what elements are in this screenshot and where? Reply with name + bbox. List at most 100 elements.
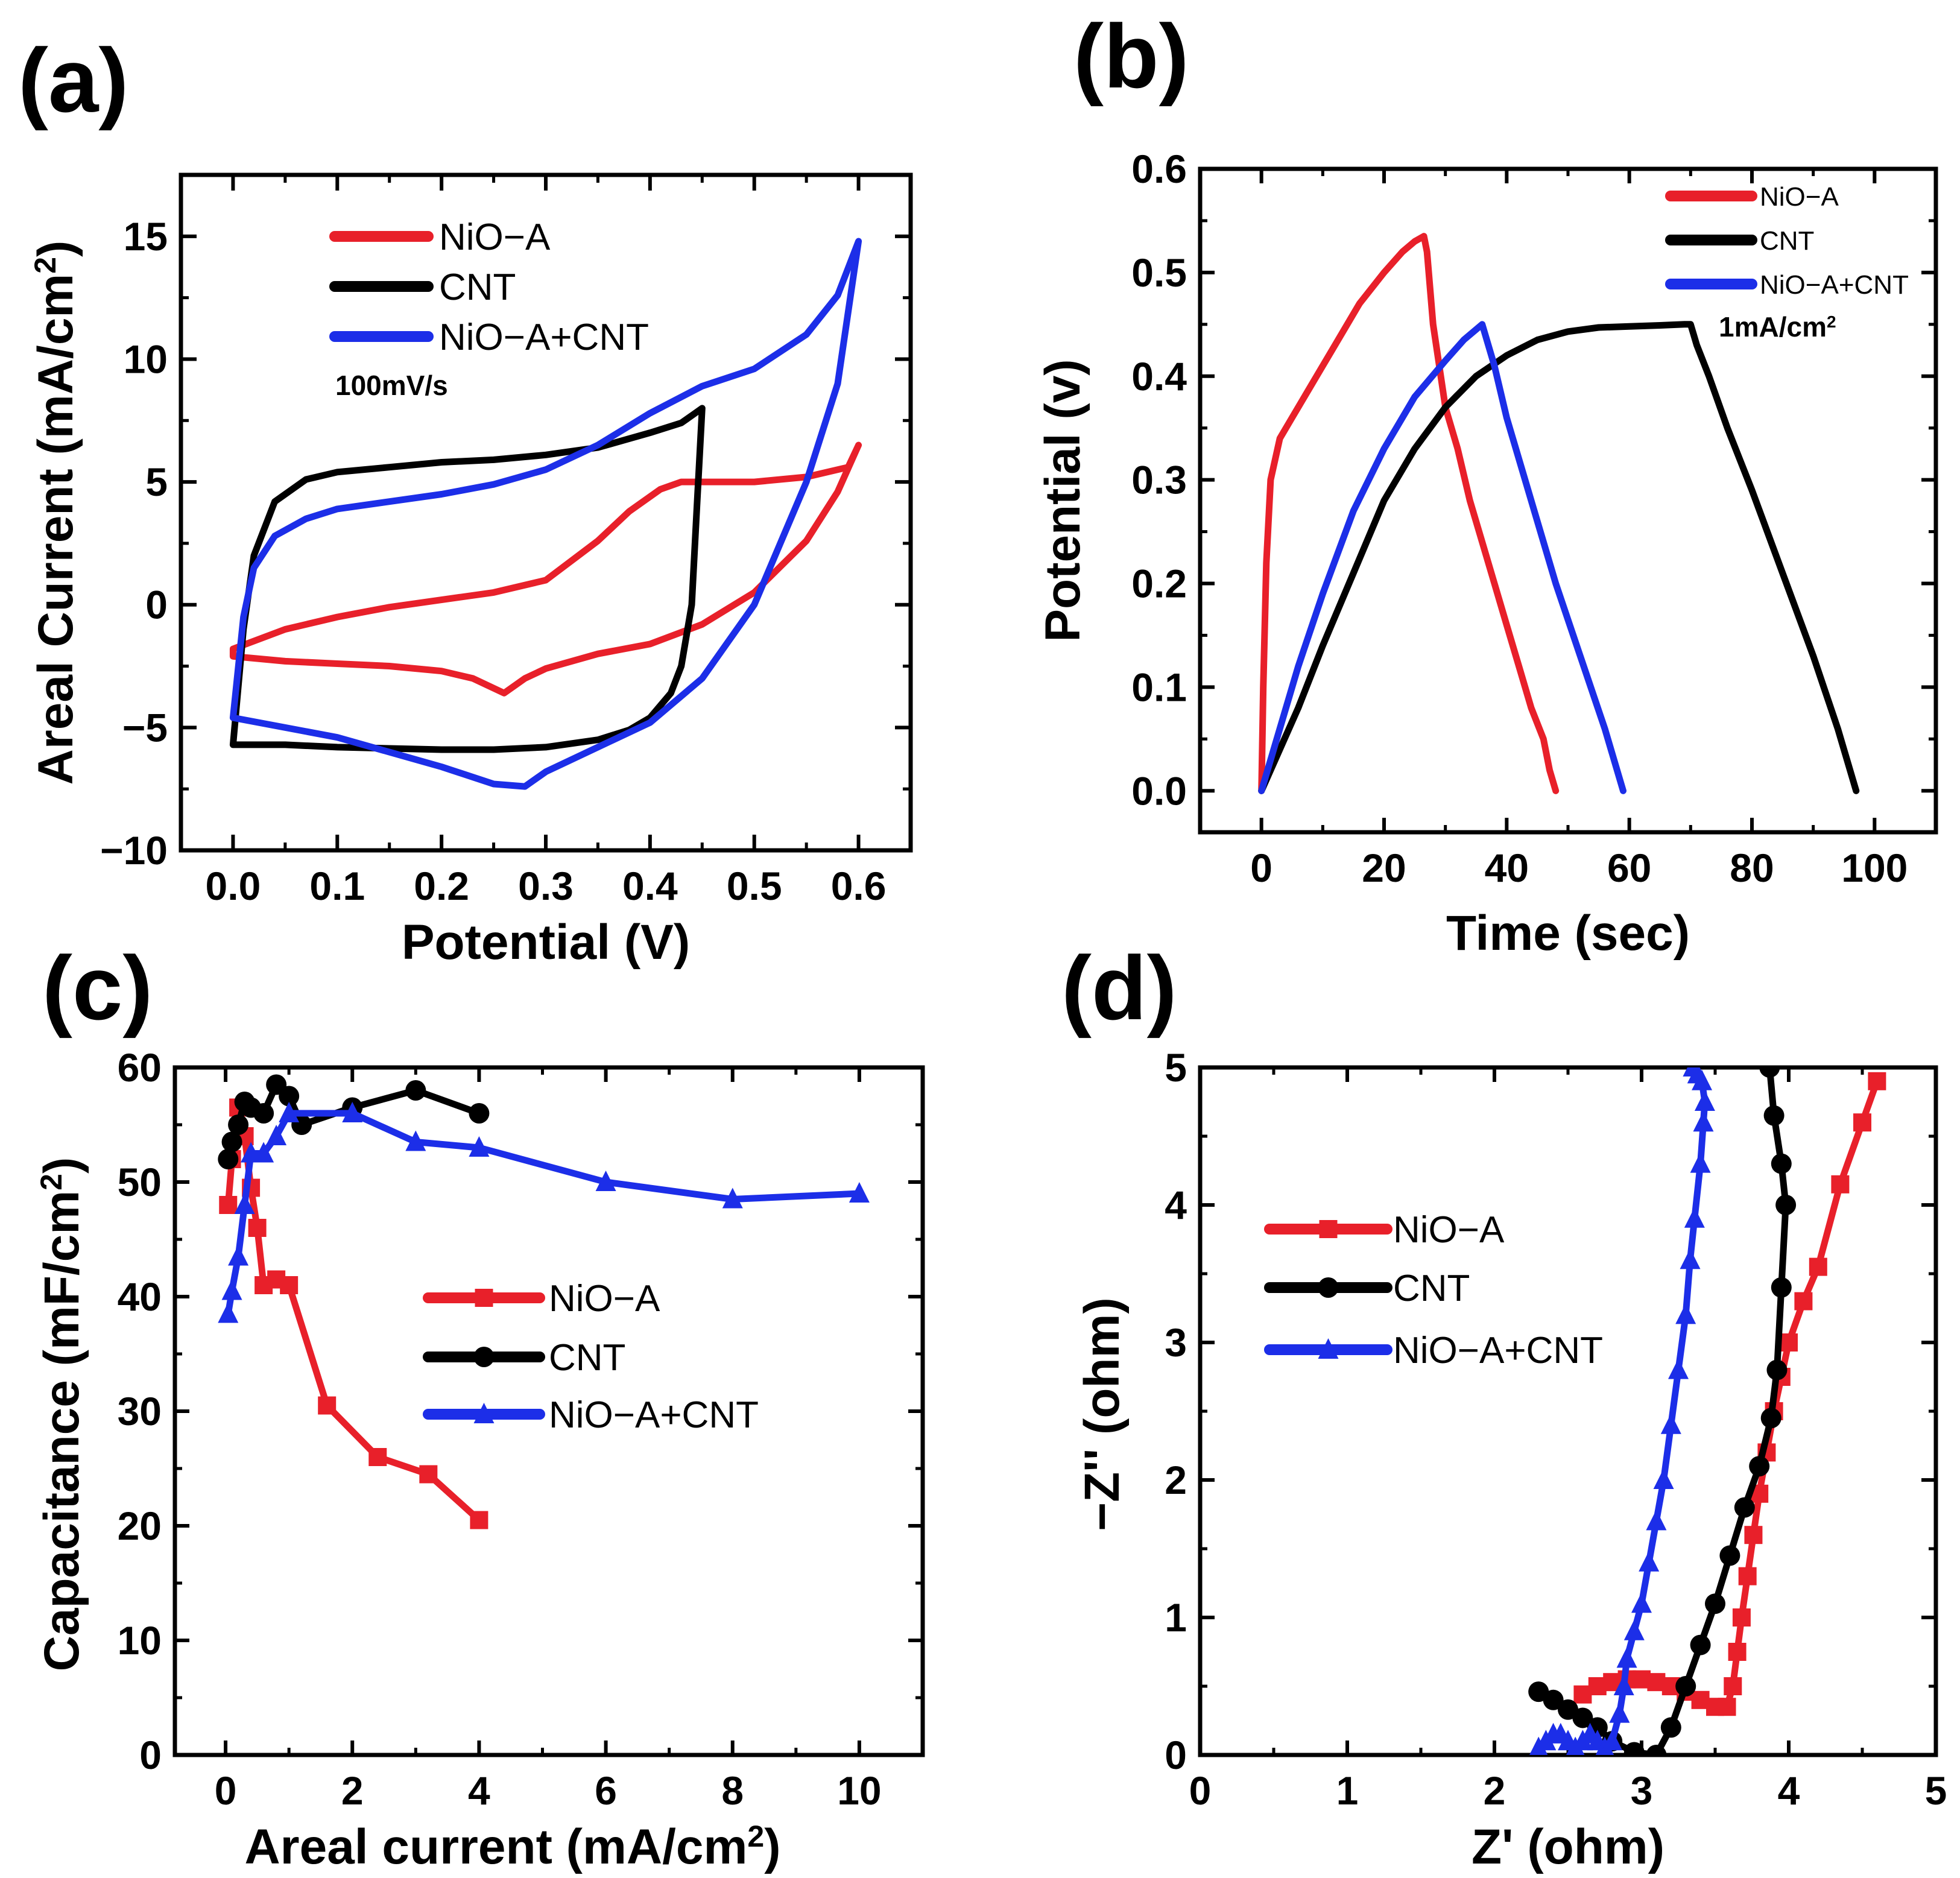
panel-b-label: (b) <box>1073 5 1189 107</box>
chart-a-xtick-label: 0.5 <box>727 864 782 908</box>
chart-d-series-2-point <box>1653 1469 1674 1489</box>
chart-d-ytick-label: 5 <box>1165 1045 1187 1090</box>
chart-b-plot <box>1258 233 1860 794</box>
chart-b-ytick-label: 0.1 <box>1131 665 1187 709</box>
chart-c-ytick-label: 50 <box>118 1160 162 1204</box>
chart-b-annotation: 1mA/cm2 <box>1719 311 1836 343</box>
chart-d-series-1-point <box>1771 1153 1792 1174</box>
chart-a-series-0-line <box>229 441 862 697</box>
chart-a-ytick-label: −10 <box>100 828 168 873</box>
chart-c-series-2-point <box>279 1102 300 1122</box>
chart-d-series-1-point <box>1771 1277 1792 1298</box>
chart-c-series-1-point <box>469 1103 490 1124</box>
chart-c-ytick-label: 30 <box>118 1389 162 1434</box>
chart-c-xtick-label: 10 <box>837 1768 881 1813</box>
chart-d-series-1-point <box>1572 1707 1593 1728</box>
chart-c-plot <box>218 1074 870 1529</box>
chart-d-series-1-point <box>1775 1195 1797 1215</box>
chart-d-series-2-point <box>1660 1413 1681 1434</box>
chart-d-series-2-point <box>1609 1702 1630 1723</box>
chart-d-series-1-point <box>1705 1593 1725 1614</box>
chart-c-ylabel-end: ) <box>34 1157 89 1174</box>
chart-a-ytick-label: 5 <box>145 460 168 504</box>
chart-d-series-2-point <box>1646 1510 1667 1531</box>
chart-d: 0 1 2 3 4 5 0 1 2 3 4 5 Z' (ohm) −Z'' (ohm) NiO−A CNT Ni… <box>1075 1045 1947 1874</box>
chart-c-ylabel-main: Capacitance (mF/cm <box>34 1190 89 1672</box>
chart-d-legend-label-0: NiO−A <box>1393 1209 1505 1251</box>
chart-c-series-2-point <box>253 1142 274 1163</box>
chart-d-series-1-point <box>1759 1067 1780 1078</box>
chart-c-series-2-point <box>342 1102 363 1122</box>
chart-c-series-2-line <box>224 1110 863 1317</box>
chart-b-ytick-label: 0.6 <box>1131 147 1187 191</box>
chart-d-series-2-point <box>1668 1358 1689 1379</box>
chart-b-xtick-label: 0 <box>1250 846 1272 890</box>
chart-d-ytick-label: 1 <box>1165 1595 1187 1640</box>
chart-a-ytick-label: 10 <box>124 337 168 381</box>
chart-a-xtick-label: 0.0 <box>206 864 261 908</box>
chart-a-ylabel-main: Areal Current (mA/cm <box>28 274 83 785</box>
chart-a-ylabel-end: ) <box>28 241 83 257</box>
chart-c-ytick-label: 0 <box>139 1733 162 1777</box>
chart-c-series-2-point <box>722 1187 743 1209</box>
chart-a-legend-label-2: NiO−A+CNT <box>439 317 649 358</box>
chart-d-series-0-point <box>1738 1567 1757 1586</box>
chart-d-series-2-point <box>1684 1207 1705 1228</box>
chart-c-series-0-line <box>224 1104 482 1523</box>
chart-d-series-2-point <box>1690 1152 1711 1173</box>
chart-c-series-0-point <box>470 1511 488 1529</box>
chart-d-plot <box>1528 1067 1886 1755</box>
chart-d-series-2-point <box>1616 1647 1637 1668</box>
chart-c-xtick-label: 0 <box>215 1768 237 1813</box>
chart-d-series-2-line <box>1535 1067 1709 1752</box>
chart-c-xlabel-end: ) <box>764 1820 780 1874</box>
chart-c-series-1-point <box>218 1149 239 1169</box>
chart-b-series-1-line <box>1258 321 1860 794</box>
chart-c-ytick-label: 10 <box>118 1618 162 1663</box>
chart-a-xtick-label: 0.2 <box>414 864 469 908</box>
chart-c-legend-marker-0 <box>475 1289 493 1307</box>
chart-d-frame <box>1198 1065 1938 1757</box>
chart-a-ytick-label: 15 <box>124 214 168 259</box>
chart-d-series-1-point <box>1719 1545 1740 1566</box>
chart-c-xlabel-sup: 2 <box>747 1820 764 1853</box>
chart-d-series-2-point <box>1613 1675 1634 1695</box>
chart-c-series-0-point <box>419 1465 438 1484</box>
chart-d-legend-marker-1 <box>1318 1277 1339 1298</box>
chart-d-series-2-point <box>1680 1248 1701 1269</box>
chart-d-series-1-point <box>1660 1717 1681 1738</box>
chart-d-xtick-label: 5 <box>1925 1768 1947 1813</box>
chart-d-ytick-label: 4 <box>1165 1183 1187 1227</box>
chart-c-series-0-point <box>280 1276 299 1294</box>
chart-b-legend-label-1: CNT <box>1760 226 1814 256</box>
chart-c-series-2-point <box>234 1194 255 1214</box>
chart-b-xtick-label: 40 <box>1485 846 1529 890</box>
chart-c-series-0-point <box>318 1396 337 1415</box>
chart-c-series-2-point <box>228 1245 249 1266</box>
chart-b-ytick-label: 0.5 <box>1131 250 1187 295</box>
chart-c-ytick-label: 20 <box>118 1503 162 1548</box>
chart-d-ytick-label: 2 <box>1165 1458 1187 1502</box>
chart-c-xlabel-main: Areal current (mA/cm <box>244 1820 747 1874</box>
chart-d-xlabel: Z' (ohm) <box>1472 1820 1664 1874</box>
chart-b-ytick-label: 0.0 <box>1131 768 1187 813</box>
chart-b-xtick-label: 80 <box>1730 846 1774 890</box>
chart-c-xtick-label: 8 <box>721 1768 744 1813</box>
chart-d-series-2-point <box>1631 1592 1652 1613</box>
chart-c-series-2-point <box>469 1136 490 1157</box>
chart-d-series-0-point <box>1853 1113 1871 1132</box>
chart-b-ylabel-main: Potential (v) <box>1035 359 1090 642</box>
chart-b-ytick-label: 0.2 <box>1131 561 1187 606</box>
chart-d-legend-label-2: NiO−A+CNT <box>1393 1330 1603 1371</box>
chart-d-ytick-label: 3 <box>1165 1320 1187 1365</box>
chart-b-ytick-label: 0.3 <box>1131 458 1187 502</box>
chart-b-ylabel: Potential (v) <box>1035 359 1090 642</box>
chart-b-frame <box>1198 166 1938 835</box>
chart-a-xtick-label: 0.6 <box>831 864 887 908</box>
chart-d-series-0-point <box>1718 1698 1736 1716</box>
chart-c-xtick-label: 2 <box>341 1768 364 1813</box>
panel-c-label: (c) <box>42 937 153 1039</box>
chart-c-legend-label-2: NiO−A+CNT <box>549 1394 759 1436</box>
chart-c-series-2-point <box>221 1279 242 1300</box>
chart-d-legend-label-1: CNT <box>1393 1268 1470 1309</box>
